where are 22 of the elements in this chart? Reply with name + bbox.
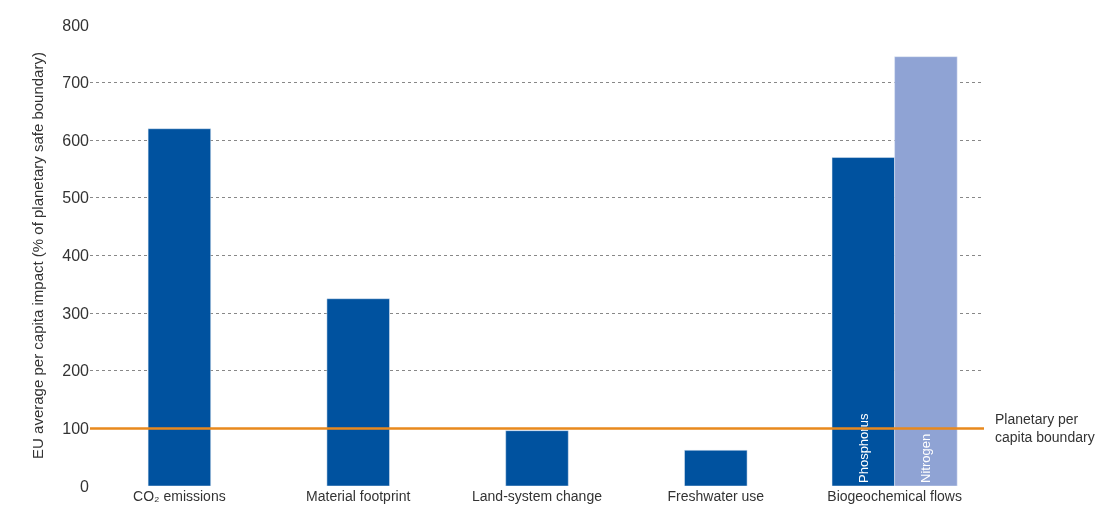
y-tick-label: 400 bbox=[62, 247, 90, 265]
x-tick-label: Land-system change bbox=[472, 488, 603, 504]
y-tick-label: 800 bbox=[62, 16, 90, 34]
x-tick-label: Biogeochemical flows bbox=[827, 488, 962, 504]
bar bbox=[684, 450, 748, 486]
x-tick-label: Freshwater use bbox=[667, 488, 765, 504]
bar bbox=[505, 430, 569, 486]
bar bbox=[326, 298, 390, 486]
y-tick-label: 300 bbox=[62, 304, 90, 322]
series-label: Nitrogen bbox=[918, 433, 934, 483]
x-tick-label: CO₂ emissions bbox=[133, 488, 226, 504]
series-label: Phosphorus bbox=[855, 413, 871, 483]
y-tick-label: 100 bbox=[62, 419, 90, 437]
bar bbox=[147, 128, 211, 486]
y-tick-label: 0 bbox=[80, 477, 90, 495]
y-axis-title: EU average per capita impact (% of planetary safe boundary) bbox=[28, 52, 46, 459]
y-tick-label: 200 bbox=[62, 362, 90, 380]
y-tick-label: 600 bbox=[62, 131, 90, 149]
y-tick-label: 700 bbox=[62, 74, 90, 92]
ref-line-label: Planetary per capita boundary bbox=[995, 411, 1095, 446]
y-tick-label: 500 bbox=[62, 189, 90, 207]
x-tick-label: Material footprint bbox=[306, 488, 411, 504]
